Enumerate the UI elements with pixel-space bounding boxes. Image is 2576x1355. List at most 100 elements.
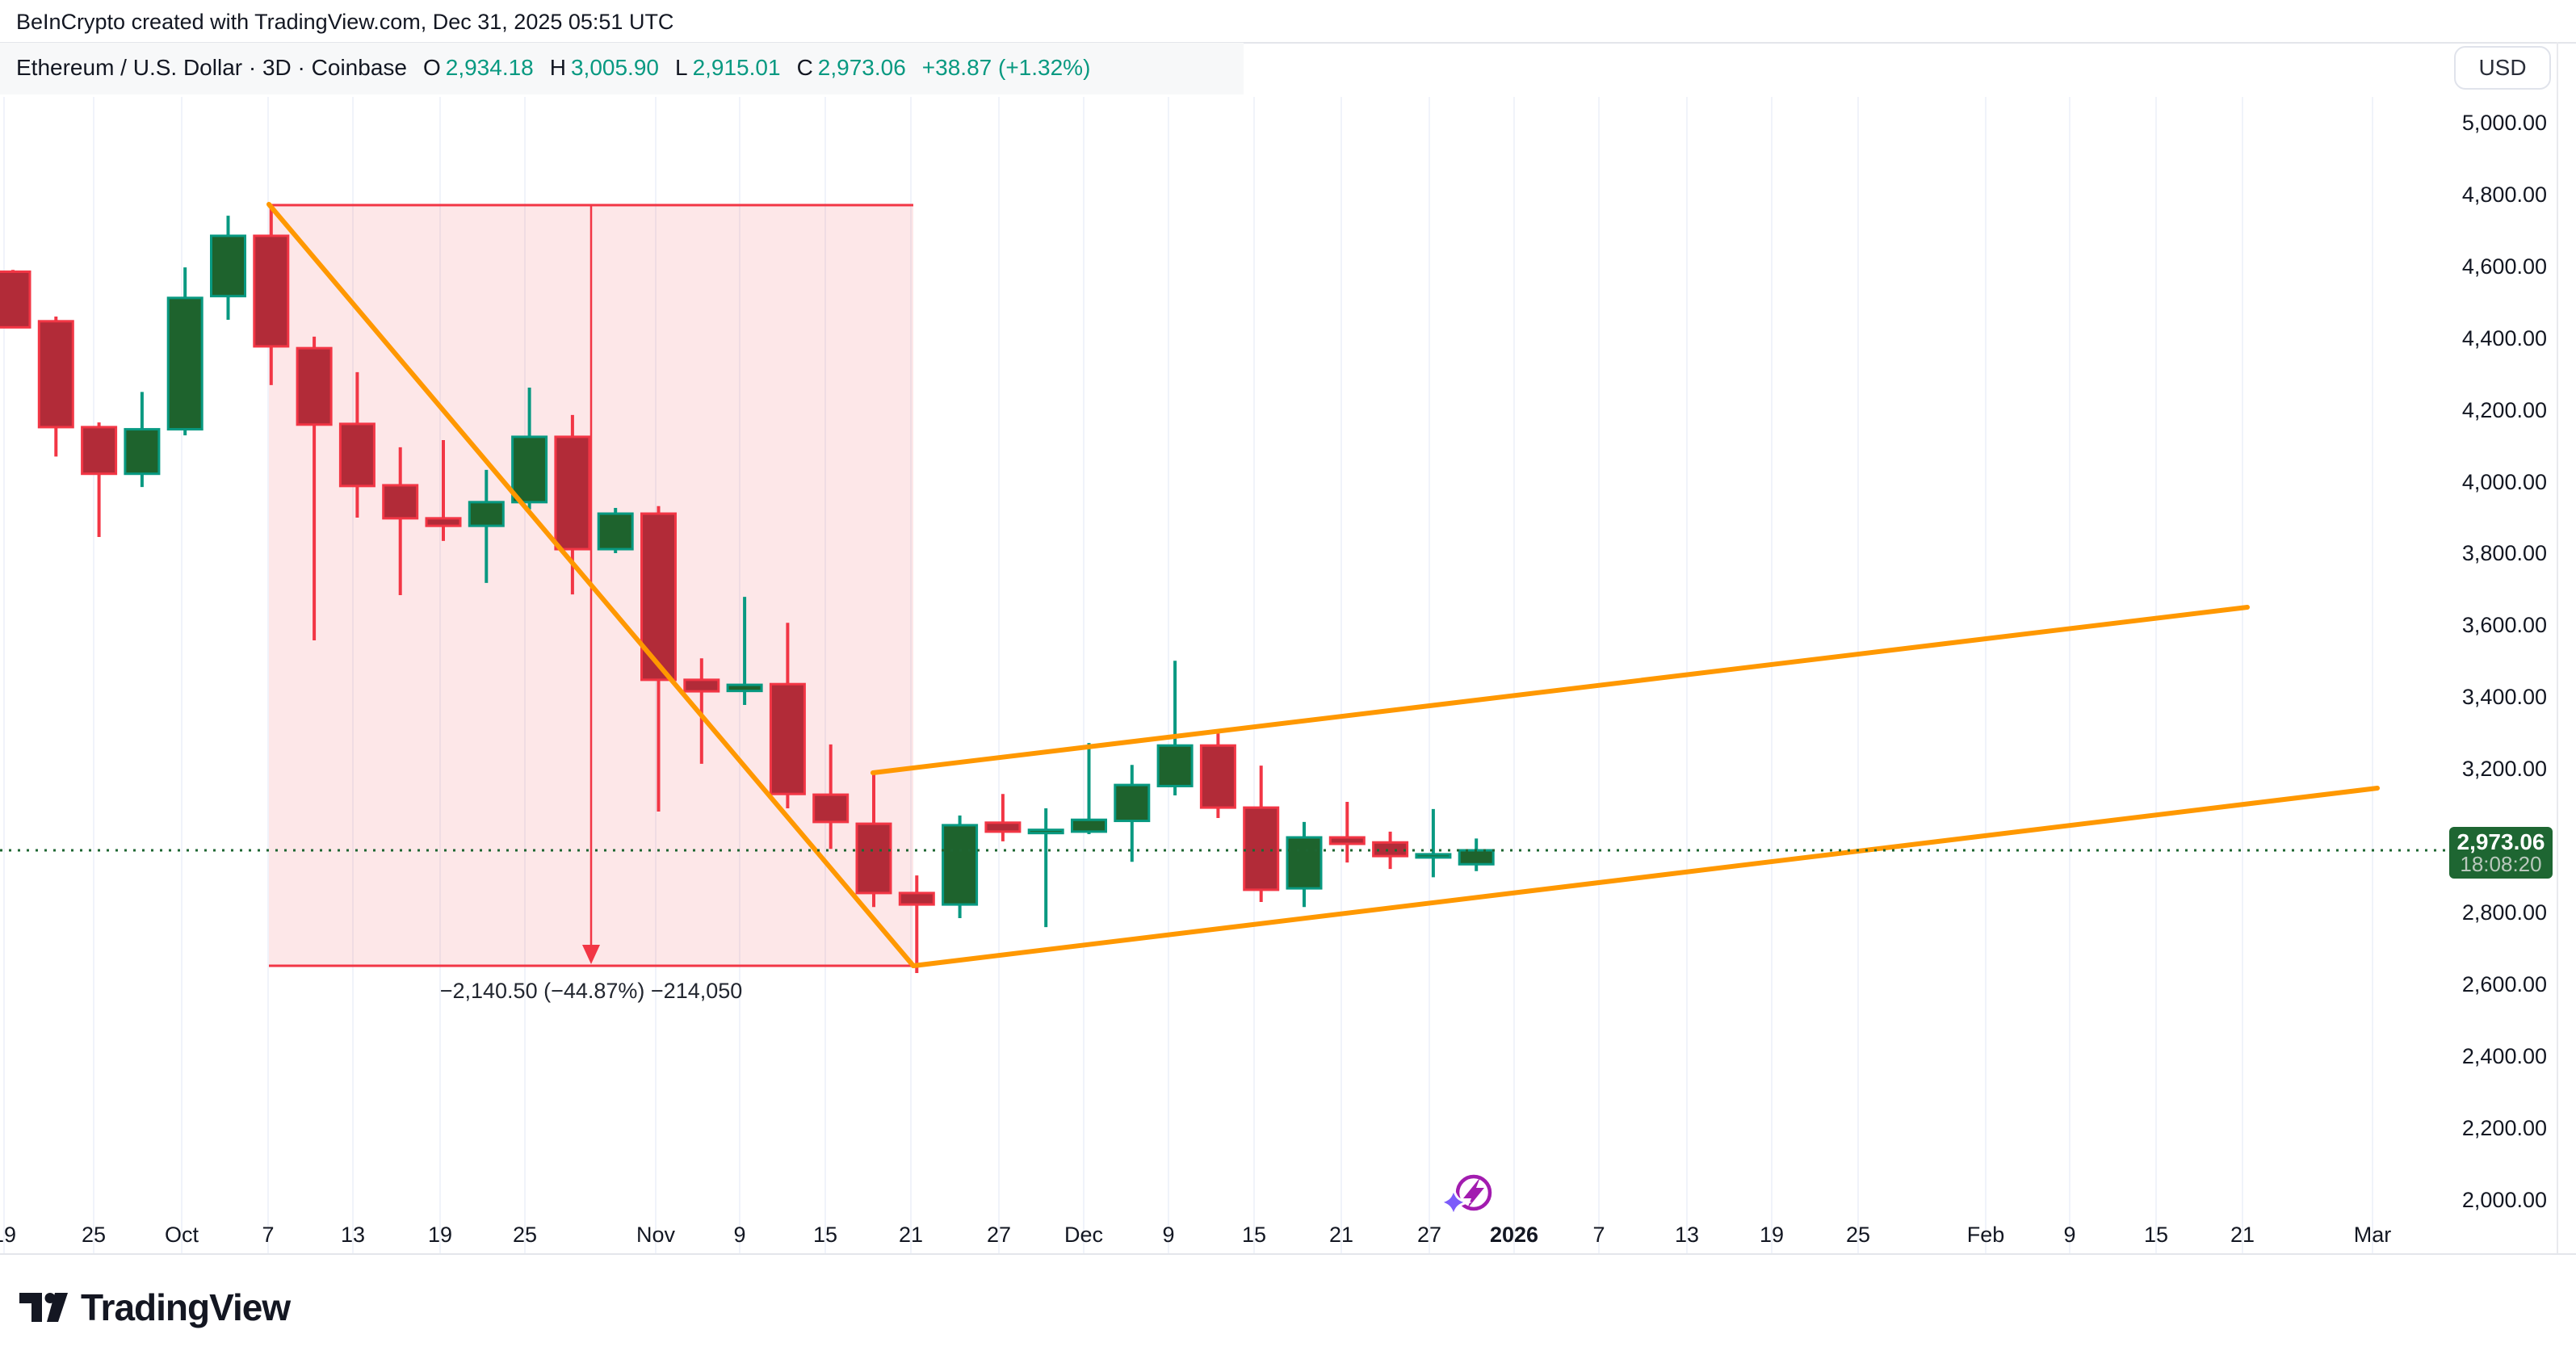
candle-body (683, 678, 720, 693)
symbol-title: Ethereum / U.S. Dollar · 3D · Coinbase (16, 55, 407, 80)
close-label: C (796, 55, 813, 80)
downtrend-diagonal-trendline[interactable] (266, 202, 916, 968)
candle-body (1156, 744, 1194, 787)
candle-body (338, 422, 375, 488)
time-tick-label: Oct (164, 1223, 199, 1247)
price-tick-label: 5,000.00 (2461, 111, 2547, 135)
candle-body (0, 270, 31, 329)
candle-body (1328, 836, 1366, 845)
last-price-value: 2,973.06 (2456, 829, 2545, 854)
price-tick-label: 4,600.00 (2461, 254, 2547, 279)
currency-toggle-button[interactable]: USD (2454, 46, 2551, 90)
time-axis[interactable]: 19 25 Oct 7 13 19 25 Nov 9 15 21 27 Dec 9 15 21 27 2026 7 1… (0, 1218, 2448, 1253)
time-tick-label: 9 (1162, 1223, 1175, 1247)
time-tick-label: 7 (262, 1223, 275, 1247)
channel-upper-trendline[interactable] (871, 605, 2250, 775)
candle-body (37, 320, 74, 429)
header-separator (0, 42, 2576, 44)
time-tick-label: 19 (1759, 1223, 1785, 1247)
price-axis[interactable]: 5,000.00 4,800.00 4,600.00 4,400.00 4,200.00… (2455, 42, 2547, 1253)
channel-lower-trendline[interactable] (911, 786, 2380, 968)
legend-background (0, 43, 1244, 94)
candle-body (511, 435, 548, 504)
candle-body (597, 512, 634, 551)
candle-body (1415, 853, 1452, 859)
time-tick-label: Dec (1064, 1223, 1104, 1247)
candle-body (1114, 783, 1151, 823)
time-tick-label: 19 (0, 1223, 17, 1247)
time-tick-label: 15 (1241, 1223, 1267, 1247)
time-tick-label: 15 (2143, 1223, 2169, 1247)
candle-body (382, 484, 419, 520)
symbol-legend[interactable]: Ethereum / U.S. Dollar · 3D · Coinbase O… (16, 55, 1090, 81)
price-tick-label: 3,400.00 (2461, 685, 2547, 710)
time-tick-label: 21 (1328, 1223, 1354, 1247)
right-edge-separator (2557, 42, 2558, 1255)
candle-body (1199, 744, 1236, 809)
bar-countdown: 18:08:20 (2460, 852, 2542, 877)
candle-body (1071, 818, 1107, 833)
candle-body (942, 824, 979, 906)
time-tick-label: 27 (986, 1223, 1012, 1247)
candle-body (984, 821, 1022, 833)
candle-body (1458, 849, 1495, 866)
candle-body (1243, 806, 1280, 891)
change-value: +38.87 (+1.32%) (921, 55, 1091, 80)
high-value: 3,005.90 (570, 55, 659, 80)
time-tick-label: 9 (733, 1223, 746, 1247)
price-tick-label: 2,600.00 (2461, 971, 2547, 996)
time-tick-label: Nov (636, 1223, 676, 1247)
low-value: 2,915.01 (692, 55, 781, 80)
last-price-label: 2,973.06 18:08:20 (2449, 827, 2553, 879)
candle-body (812, 793, 850, 824)
price-tick-label: 2,400.00 (2461, 1043, 2547, 1068)
time-tick-label: 21 (898, 1223, 924, 1247)
time-tick-label: 15 (812, 1223, 838, 1247)
time-tick-label: 25 (81, 1223, 107, 1247)
footer-brand: TradingView (18, 1286, 291, 1329)
candle-body (1027, 829, 1064, 835)
tradingview-logo-icon (19, 1293, 68, 1322)
time-tick-label: 13 (340, 1223, 366, 1247)
price-tick-label: 2,200.00 (2461, 1115, 2547, 1140)
measure-tool-label: −2,140.50 (−44.87%) −214,050 (439, 979, 743, 1003)
open-label: O (422, 55, 441, 80)
candle-body (81, 426, 118, 476)
open-value: 2,934.18 (445, 55, 534, 80)
candle-body (898, 891, 935, 906)
close-value: 2,973.06 (817, 55, 906, 80)
low-label: L (674, 55, 688, 80)
time-tick-label: 13 (1674, 1223, 1700, 1247)
candle-body (640, 512, 677, 682)
high-label: H (549, 55, 566, 80)
time-tick-label: 9 (2063, 1223, 2076, 1247)
sparkle-icon (1435, 1184, 1472, 1221)
candle-body (769, 682, 806, 795)
candle-body (124, 428, 161, 476)
supercharts-circle-icon[interactable] (1455, 1174, 1492, 1211)
time-tick-label: 25 (512, 1223, 538, 1247)
candle-body (726, 683, 763, 693)
price-tick-label: 4,800.00 (2461, 182, 2547, 207)
candle-body (166, 296, 203, 431)
candle-body (296, 346, 333, 426)
time-tick-label: 21 (2230, 1223, 2255, 1247)
candle-body (554, 435, 591, 551)
time-tick-label: 25 (1845, 1223, 1871, 1247)
time-tick-label: 27 (1416, 1223, 1442, 1247)
attribution-text: BeInCrypto created with TradingView.com,… (16, 10, 674, 34)
candle-body (468, 501, 505, 527)
time-tick-label: Feb (1966, 1223, 2005, 1247)
candle-body (1372, 841, 1409, 858)
time-tick-label: 19 (427, 1223, 453, 1247)
price-tick-label: 2,800.00 (2461, 900, 2547, 925)
time-tick-label: Mar (2353, 1223, 2392, 1247)
price-tick-label: 3,800.00 (2461, 541, 2547, 566)
lightning-bolt-icon (1463, 1177, 1484, 1209)
tradingview-wordmark: TradingView (81, 1286, 291, 1328)
price-tick-label: 4,000.00 (2461, 469, 2547, 494)
price-tick-label: 3,600.00 (2461, 613, 2547, 638)
currency-toggle-label: USD (2478, 55, 2527, 80)
candle-body (855, 822, 892, 895)
